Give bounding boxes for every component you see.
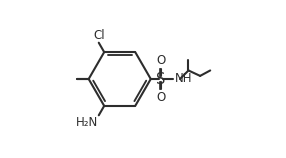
Text: Cl: Cl xyxy=(93,29,105,42)
Text: NH: NH xyxy=(175,73,192,85)
Text: H₂N: H₂N xyxy=(76,116,98,129)
Text: O: O xyxy=(156,91,166,104)
Text: S: S xyxy=(156,72,166,86)
Text: O: O xyxy=(156,54,166,67)
